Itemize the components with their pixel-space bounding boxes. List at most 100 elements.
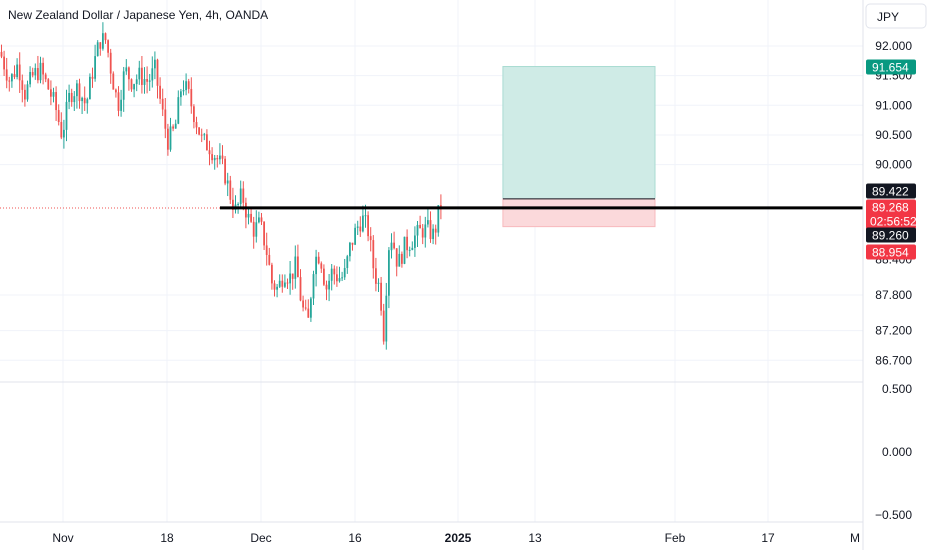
candle-body xyxy=(341,277,343,279)
candle-body xyxy=(304,307,307,309)
price-tag xyxy=(866,227,916,243)
candle-body xyxy=(317,256,320,264)
time-tick-label: 16 xyxy=(348,531,362,545)
candle-body xyxy=(299,277,302,301)
candle-body xyxy=(135,79,138,85)
candle-body xyxy=(224,158,226,184)
candle-body xyxy=(47,79,50,90)
candle-body xyxy=(208,150,211,155)
candle-body xyxy=(245,202,247,218)
loss-zone[interactable] xyxy=(502,198,656,228)
candle-body xyxy=(239,188,242,205)
candle-body xyxy=(250,213,252,222)
candle-body xyxy=(198,127,200,135)
candle-body xyxy=(289,273,291,284)
candle-body xyxy=(52,92,55,97)
candle-body xyxy=(185,81,187,91)
candle-body xyxy=(312,274,315,299)
price-tick-label: 87.200 xyxy=(875,324,912,338)
candle-body xyxy=(81,97,83,102)
profit-zone[interactable] xyxy=(502,66,656,200)
candle-body xyxy=(0,51,3,57)
candle-body xyxy=(427,220,429,225)
candle-body xyxy=(242,188,245,203)
candle-body xyxy=(232,199,234,210)
candle-body xyxy=(21,80,24,90)
candle-body xyxy=(297,256,299,278)
candle-body xyxy=(237,204,239,206)
currency-button[interactable]: JPY xyxy=(865,3,927,29)
candle-body xyxy=(174,123,177,129)
candle-body xyxy=(182,90,185,92)
candle-body xyxy=(351,242,354,245)
indicator-axis[interactable]: 0.500 0.000 −0.500 xyxy=(875,382,912,522)
candle-body xyxy=(307,308,310,318)
candle-body xyxy=(31,72,34,76)
candle-body xyxy=(323,268,325,285)
price-tag xyxy=(866,244,916,260)
candle-body xyxy=(177,97,180,124)
candle-body xyxy=(403,236,406,264)
candle-body xyxy=(390,242,393,251)
candle-body xyxy=(200,134,203,136)
candle-body xyxy=(265,245,268,255)
price-tick-label: 87.800 xyxy=(875,288,912,302)
candle-body xyxy=(83,97,86,104)
time-tick-label: 18 xyxy=(160,531,174,545)
candle-body xyxy=(193,106,195,123)
candle-body xyxy=(362,215,364,232)
candle-body xyxy=(115,89,117,93)
candle-body xyxy=(247,213,250,218)
candle-body xyxy=(278,280,281,287)
candle-body xyxy=(286,282,289,284)
candle-body xyxy=(408,249,411,251)
candle-body xyxy=(367,215,369,237)
candle-body xyxy=(117,92,120,111)
candle-body xyxy=(268,254,271,265)
candle-body xyxy=(359,226,362,232)
candle-body xyxy=(414,235,416,248)
position-tool[interactable] xyxy=(502,66,656,228)
candle-body xyxy=(73,96,76,103)
candle-body xyxy=(148,80,151,82)
time-axis[interactable]: Nov 18 Dec 16 2025 13 Feb 17 M xyxy=(52,531,860,545)
candlestick-series xyxy=(0,22,442,350)
candle-body xyxy=(216,157,219,160)
price-tick-label: 92.000 xyxy=(875,39,912,53)
candle-body xyxy=(346,256,349,268)
candle-body xyxy=(343,267,346,278)
candle-body xyxy=(172,126,174,129)
candle-body xyxy=(37,68,39,81)
candle-body xyxy=(229,180,232,200)
candle-body xyxy=(99,42,102,49)
candle-body xyxy=(221,155,224,159)
candle-body xyxy=(190,88,193,107)
candle-body xyxy=(146,79,148,82)
candle-body xyxy=(138,67,141,80)
indicator-tick-label: 0.500 xyxy=(882,382,912,396)
candle-body xyxy=(143,79,146,85)
candle-body xyxy=(63,129,65,138)
candle-body xyxy=(70,92,73,103)
candle-body xyxy=(406,236,408,251)
candle-body xyxy=(13,74,16,78)
candle-body xyxy=(260,217,263,222)
candle-body xyxy=(39,62,42,81)
candle-body xyxy=(263,221,265,246)
candle-body xyxy=(57,110,60,122)
candle-body xyxy=(29,72,31,85)
candle-body xyxy=(419,224,421,229)
chart-title: New Zealand Dollar / Japanese Yen, 4h, O… xyxy=(8,8,268,22)
candle-body xyxy=(369,236,372,241)
price-tag-value: 89.422 xyxy=(872,185,909,199)
candle-body xyxy=(112,73,115,90)
candle-body xyxy=(432,228,434,240)
candle-body xyxy=(76,83,78,97)
candle-body xyxy=(291,273,294,279)
candle-body xyxy=(128,67,130,80)
candle-body xyxy=(356,226,359,228)
candle-body xyxy=(333,268,336,275)
